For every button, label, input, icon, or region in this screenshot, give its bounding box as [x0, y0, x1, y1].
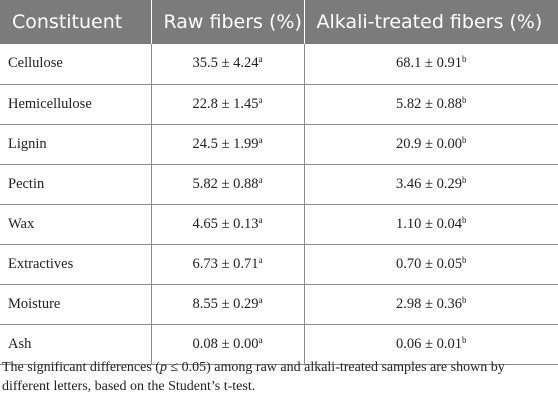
constituent-cell: Lignin — [0, 124, 152, 165]
table-header-row: Constituent Raw fibers (%) Alkali-treate… — [0, 0, 558, 44]
raw-value: 22.8 ± 1.45 — [192, 95, 259, 112]
table-row: Extractives 6.73 ± 0.71a 0.70 ± 0.05b — [0, 244, 558, 285]
raw-value: 0.08 ± 0.00 — [192, 335, 259, 352]
treated-value: 3.46 ± 0.29 — [396, 175, 462, 192]
raw-value: 35.5 ± 4.24 — [192, 55, 259, 72]
significance-letter: a — [258, 254, 263, 265]
treated-value: 0.70 ± 0.05 — [396, 255, 462, 272]
significance-letter: a — [258, 334, 263, 345]
footnote-text-end: ≤ 0.05) among raw and alkali-treated sam… — [2, 360, 505, 394]
raw-value: 8.55 ± 0.29 — [192, 295, 259, 312]
treated-value: 68.1 ± 0.91 — [396, 55, 462, 72]
raw-value-cell: 4.65 ± 0.13a — [151, 204, 305, 245]
table-row: Wax 4.65 ± 0.13a 1.10 ± 0.04b — [0, 204, 558, 245]
treated-value-cell: 0.70 ± 0.05b — [304, 244, 558, 285]
table-row: Ash 0.08 ± 0.00a 0.06 ± 0.01b — [0, 324, 558, 365]
treated-value-cell: 2.98 ± 0.36b — [304, 284, 558, 325]
raw-value-cell: 22.8 ± 1.45a — [151, 84, 305, 125]
significance-letter: b — [461, 254, 467, 265]
treated-value-cell: 0.06 ± 0.01b — [304, 324, 558, 365]
constituent-cell: Extractives — [0, 244, 152, 285]
raw-value-cell: 0.08 ± 0.00a — [151, 324, 305, 365]
treated-value-cell: 1.10 ± 0.04b — [304, 204, 558, 245]
raw-value: 5.82 ± 0.88 — [192, 175, 259, 192]
column-header-alkali-treated-fibers: Alkali-treated fibers (%) — [316, 11, 543, 33]
table-row: Moisture 8.55 ± 0.29a 2.98 ± 0.36b — [0, 284, 558, 325]
table-row: Lignin 24.5 ± 1.99a 20.9 ± 0.00b — [0, 124, 558, 165]
significance-letter: a — [258, 174, 263, 185]
significance-letter: a — [258, 214, 263, 225]
constituent-cell: Wax — [0, 204, 152, 245]
table-row: Cellulose 35.5 ± 4.24a 68.1 ± 0.91b — [0, 44, 558, 85]
treated-value-cell: 20.9 ± 0.00b — [304, 124, 558, 165]
table-footnote: The significant differences (p ≤ 0.05) a… — [2, 358, 556, 396]
constituent-cell: Ash — [0, 324, 152, 365]
raw-value-cell: 5.82 ± 0.88a — [151, 164, 305, 205]
treated-value-cell: 3.46 ± 0.29b — [304, 164, 558, 205]
footnote-p-symbol: p — [159, 360, 167, 375]
significance-letter: a — [258, 54, 263, 65]
raw-value-cell: 24.5 ± 1.99a — [151, 124, 305, 165]
significance-letter: b — [461, 94, 467, 105]
data-table-container: Constituent Raw fibers (%) Alkali-treate… — [0, 0, 558, 365]
table-row: Pectin 5.82 ± 0.88a 3.46 ± 0.29b — [0, 164, 558, 205]
footnote-text-start: The significant differences ( — [2, 360, 160, 375]
raw-value-cell: 8.55 ± 0.29a — [151, 284, 305, 325]
significance-letter: a — [258, 94, 263, 105]
constituent-cell: Cellulose — [0, 44, 152, 85]
raw-value: 6.73 ± 0.71 — [192, 255, 259, 272]
significance-letter: b — [461, 214, 467, 225]
treated-value: 0.06 ± 0.01 — [396, 335, 462, 352]
raw-value-cell: 6.73 ± 0.71a — [151, 244, 305, 285]
significance-letter: b — [461, 54, 467, 65]
constituent-cell: Pectin — [0, 164, 152, 205]
raw-value: 4.65 ± 0.13 — [192, 215, 259, 232]
significance-letter: b — [461, 174, 467, 185]
treated-value-cell: 5.82 ± 0.88b — [304, 84, 558, 125]
treated-value: 20.9 ± 0.00 — [396, 135, 462, 152]
constituent-cell: Moisture — [0, 284, 152, 325]
significance-letter: b — [461, 334, 467, 345]
significance-letter: a — [258, 134, 263, 145]
constituents-table: Constituent Raw fibers (%) Alkali-treate… — [0, 0, 558, 365]
treated-value: 2.98 ± 0.36 — [396, 295, 462, 312]
significance-letter: b — [461, 134, 467, 145]
treated-value: 5.82 ± 0.88 — [396, 95, 462, 112]
treated-value-cell: 68.1 ± 0.91b — [304, 44, 558, 85]
raw-value: 24.5 ± 1.99 — [192, 135, 259, 152]
constituent-cell: Hemicellulose — [0, 84, 152, 125]
column-header-raw-fibers: Raw fibers (%) — [151, 0, 305, 44]
column-header-constituent: Constituent — [0, 0, 152, 44]
table-row: Hemicellulose 22.8 ± 1.45a 5.82 ± 0.88b — [0, 84, 558, 125]
raw-value-cell: 35.5 ± 4.24a — [151, 44, 305, 85]
significance-letter: a — [258, 294, 263, 305]
significance-letter: b — [461, 294, 467, 305]
treated-value: 1.10 ± 0.04 — [396, 215, 462, 232]
